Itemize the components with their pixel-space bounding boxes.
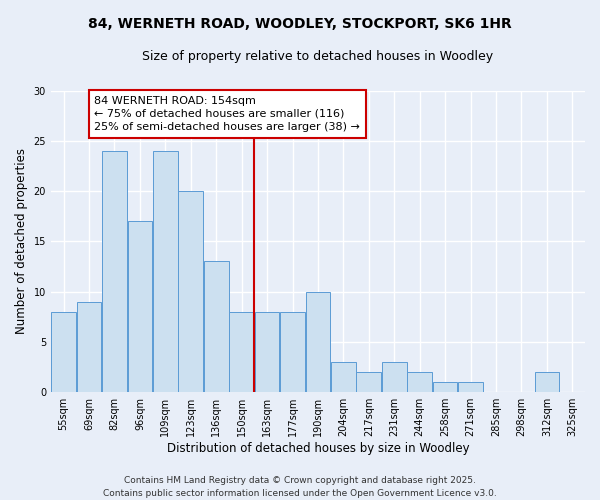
Bar — [77, 302, 101, 392]
Bar — [382, 362, 407, 392]
Text: 84 WERNETH ROAD: 154sqm
← 75% of detached houses are smaller (116)
25% of semi-d: 84 WERNETH ROAD: 154sqm ← 75% of detache… — [94, 96, 360, 132]
Bar — [433, 382, 457, 392]
Bar — [280, 312, 305, 392]
Title: Size of property relative to detached houses in Woodley: Size of property relative to detached ho… — [142, 50, 494, 63]
Bar — [204, 262, 229, 392]
Text: Contains HM Land Registry data © Crown copyright and database right 2025.
Contai: Contains HM Land Registry data © Crown c… — [103, 476, 497, 498]
Bar — [51, 312, 76, 392]
Bar — [128, 222, 152, 392]
Y-axis label: Number of detached properties: Number of detached properties — [15, 148, 28, 334]
Bar — [102, 151, 127, 392]
Bar — [255, 312, 280, 392]
Bar — [458, 382, 483, 392]
X-axis label: Distribution of detached houses by size in Woodley: Distribution of detached houses by size … — [167, 442, 469, 455]
Bar — [153, 151, 178, 392]
Text: 84, WERNETH ROAD, WOODLEY, STOCKPORT, SK6 1HR: 84, WERNETH ROAD, WOODLEY, STOCKPORT, SK… — [88, 18, 512, 32]
Bar — [356, 372, 381, 392]
Bar — [229, 312, 254, 392]
Bar — [178, 191, 203, 392]
Bar — [407, 372, 432, 392]
Bar — [305, 292, 330, 392]
Bar — [535, 372, 559, 392]
Bar — [331, 362, 356, 392]
